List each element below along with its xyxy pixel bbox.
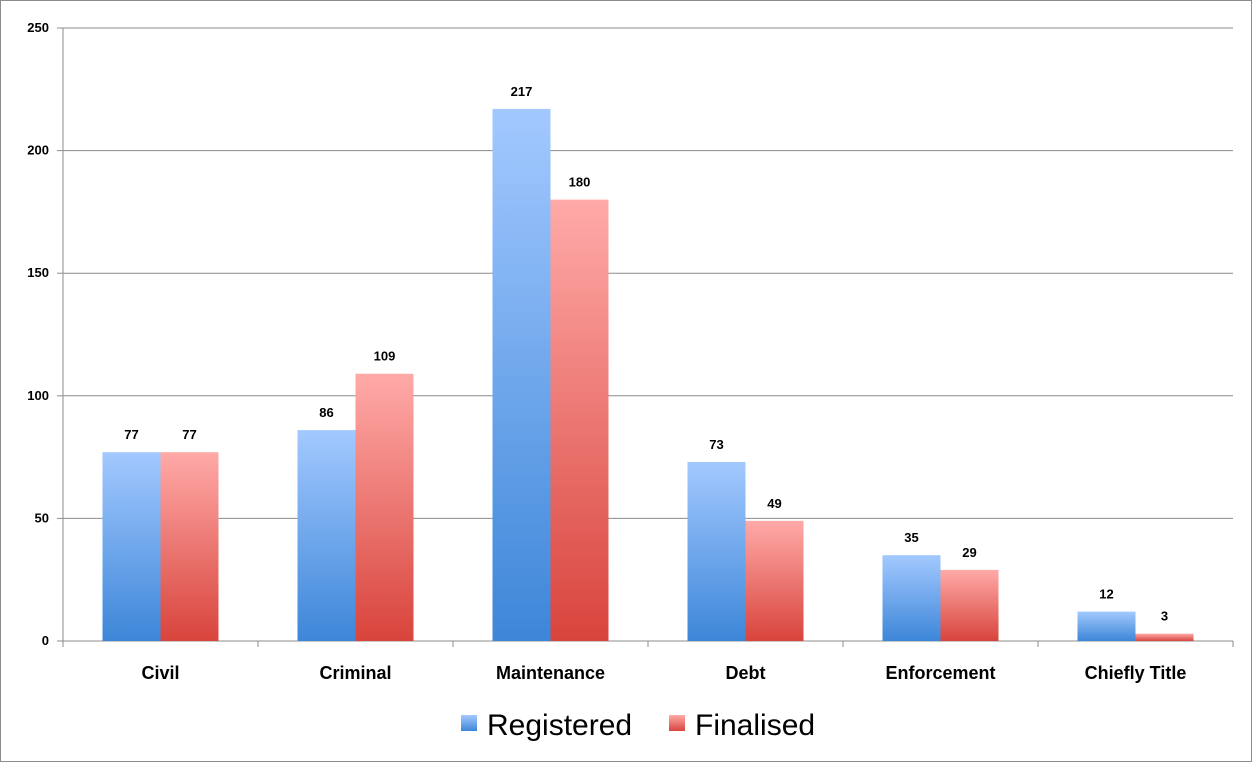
bars (102, 108, 1194, 641)
x-category-label-chiefly-title: Chiefly Title (1085, 663, 1187, 683)
legend-label-finalised: Finalised (695, 709, 815, 742)
x-category-label-criminal: Criminal (319, 663, 391, 683)
y-tick-label: 50 (35, 510, 49, 525)
data-label-criminal-finalised: 109 (374, 349, 396, 364)
y-tick-label: 0 (42, 633, 49, 648)
y-tick-label: 150 (27, 265, 49, 280)
data-label-chiefly-title-registered: 12 (1099, 587, 1113, 602)
bar-maintenance-registered (492, 108, 551, 641)
bar-enforcement-registered (882, 555, 941, 641)
x-category-label-civil: Civil (141, 663, 179, 683)
bar-debt-registered (687, 462, 746, 641)
data-label-debt-registered: 73 (709, 437, 723, 452)
y-tick-label: 100 (27, 388, 49, 403)
data-label-civil-finalised: 77 (182, 427, 196, 442)
data-label-enforcement-finalised: 29 (962, 545, 976, 560)
labels: 0 50 100 150 200 250 77 77 Civil 86 109 Criminal 217… (27, 20, 1186, 683)
data-label-chiefly-title-finalised: 3 (1161, 609, 1168, 624)
bar-civil-registered (102, 452, 161, 641)
legend-swatch-finalised (669, 715, 685, 731)
x-category-label-enforcement: Enforcement (885, 663, 995, 683)
axes (57, 27, 1234, 647)
gridlines (63, 27, 1233, 519)
bar-debt-finalised (745, 520, 804, 641)
bar-criminal-registered (297, 430, 356, 641)
x-category-label-maintenance: Maintenance (496, 663, 605, 683)
y-tick-label: 250 (27, 20, 49, 35)
bar-chiefly-title-finalised (1135, 633, 1194, 641)
bar-enforcement-finalised (940, 569, 999, 641)
bar-civil-finalised (160, 452, 219, 641)
data-label-maintenance-finalised: 180 (569, 175, 591, 190)
legend-label-registered: Registered (487, 709, 632, 742)
data-label-maintenance-registered: 217 (511, 84, 533, 99)
bar-maintenance-finalised (550, 199, 609, 641)
bar-chiefly-title-registered (1077, 611, 1136, 641)
legend: Registered Finalised (461, 709, 815, 742)
data-label-criminal-registered: 86 (319, 405, 333, 420)
data-label-debt-finalised: 49 (767, 496, 781, 511)
data-label-enforcement-registered: 35 (904, 530, 918, 545)
x-category-label-debt: Debt (726, 663, 766, 683)
legend-swatch-registered (461, 715, 477, 731)
y-tick-label: 200 (27, 143, 49, 158)
data-label-civil-registered: 77 (124, 427, 138, 442)
bar-criminal-finalised (355, 373, 414, 641)
